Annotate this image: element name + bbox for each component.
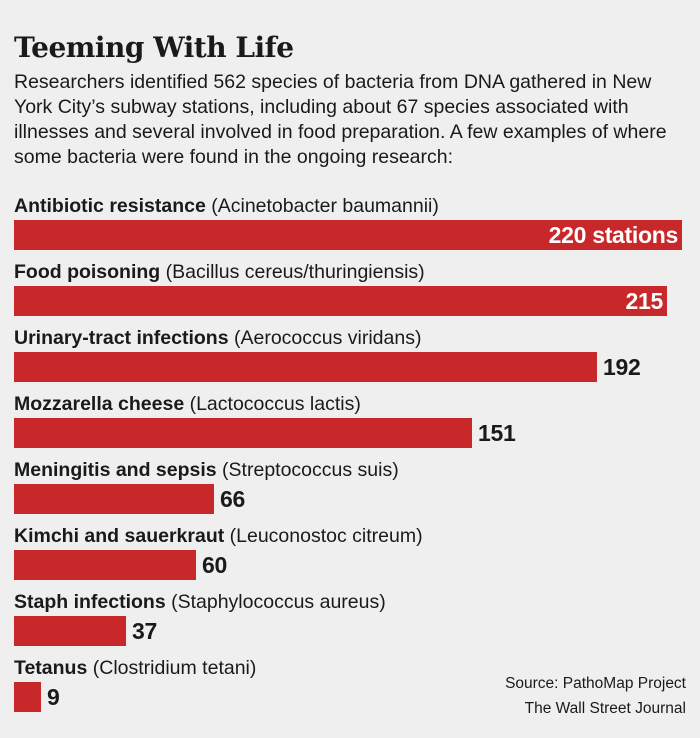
category-name: Antibiotic resistance: [14, 195, 206, 217]
source-credit: Source: PathoMap Project: [505, 675, 686, 692]
category-label: Staph infections (Staphylococcus aureus): [14, 590, 386, 614]
category-label: Mozzarella cheese (Lactococcus lactis): [14, 392, 361, 416]
chart-subtitle: Researchers identified 562 species of ba…: [14, 71, 667, 168]
publisher-credit: The Wall Street Journal: [524, 700, 686, 717]
value-label: 66: [220, 486, 245, 512]
value-label: 192: [603, 354, 641, 380]
species-name: (Lactococcus lactis): [184, 393, 361, 415]
bar: [14, 484, 214, 514]
category-name: Meningitis and sepsis: [14, 459, 217, 481]
bar: [14, 352, 597, 382]
bar: [14, 682, 41, 712]
value-label: 60: [202, 552, 227, 578]
category-label: Tetanus (Clostridium tetani): [14, 656, 256, 680]
category-name: Urinary-tract infections: [14, 327, 229, 349]
bar: [14, 220, 682, 250]
category-name: Tetanus: [14, 657, 88, 679]
value-label: 220 stations: [548, 222, 679, 248]
category-name: Kimchi and sauerkraut: [14, 525, 225, 547]
bar: [14, 286, 667, 316]
value-label: 9: [47, 684, 60, 710]
value-label: 151: [478, 420, 516, 446]
species-name: (Clostridium tetani): [87, 657, 257, 679]
category-label: Kimchi and sauerkraut (Leuconostoc citre…: [14, 524, 423, 548]
species-name: (Leuconostoc citreum): [224, 525, 423, 547]
value-label: 215: [625, 288, 664, 314]
category-name: Food poisoning: [14, 261, 161, 283]
bar: [14, 550, 196, 580]
species-name: (Aerococcus viridans): [228, 327, 422, 349]
category-label: Meningitis and sepsis (Streptococcus sui…: [14, 458, 399, 482]
species-name: (Staphylococcus aureus): [165, 591, 386, 613]
species-name: (Acinetobacter baumannii): [205, 195, 439, 217]
category-label: Antibiotic resistance (Acinetobacter bau…: [14, 194, 439, 218]
category-label: Urinary-tract infections (Aerococcus vir…: [14, 326, 421, 350]
category-name: Mozzarella cheese: [14, 393, 185, 415]
category-label: Food poisoning (Bacillus cereus/thuringi…: [14, 260, 425, 284]
bar: [14, 418, 472, 448]
species-name: (Bacillus cereus/thuringiensis): [160, 261, 425, 283]
species-name: (Streptococcus suis): [216, 459, 399, 481]
value-label: 37: [132, 618, 157, 644]
bar: [14, 616, 126, 646]
chart-title: Teeming With Life: [14, 31, 294, 64]
category-name: Staph infections: [14, 591, 166, 613]
